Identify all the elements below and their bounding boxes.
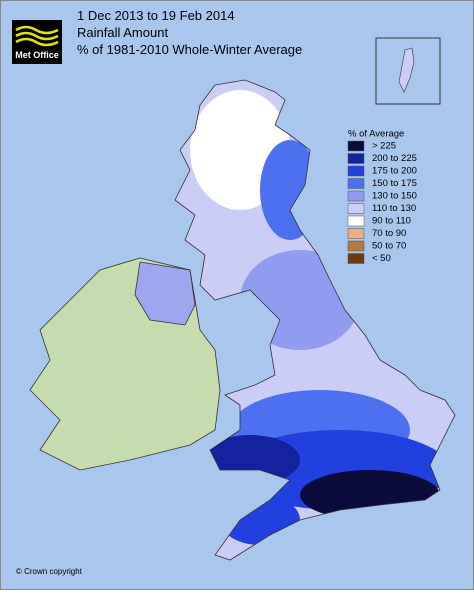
copyright: © Crown copyright bbox=[16, 567, 83, 576]
legend-swatch bbox=[347, 153, 365, 164]
legend-label: 110 to 130 bbox=[372, 203, 416, 214]
inset-box bbox=[375, 37, 441, 105]
legend-title: % of Average bbox=[348, 129, 404, 140]
legend-swatch bbox=[347, 228, 365, 239]
legend-swatch bbox=[347, 165, 365, 177]
legend-label: 90 to 110 bbox=[372, 216, 411, 227]
legend-label: 50 to 70 bbox=[372, 241, 406, 252]
legend-swatch bbox=[347, 240, 365, 252]
legend-label: 150 to 175 bbox=[372, 178, 417, 189]
shetland bbox=[398, 47, 415, 93]
legend-swatch bbox=[347, 140, 365, 152]
logo-text: Met Office bbox=[15, 50, 59, 60]
legend-swatch bbox=[347, 215, 365, 227]
legend-label: > 225 bbox=[372, 141, 396, 152]
northern-ireland bbox=[134, 261, 196, 326]
legend-label: < 50 bbox=[372, 253, 391, 264]
legend-label: 200 to 225 bbox=[372, 153, 417, 164]
legend-label: 70 to 90 bbox=[372, 228, 406, 239]
title-line: Rainfall Amount bbox=[77, 25, 168, 40]
legend-swatch bbox=[347, 253, 365, 264]
title-line: % of 1981-2010 Whole-Winter Average bbox=[77, 42, 302, 57]
legend-swatch bbox=[347, 203, 365, 214]
legend-label: 175 to 200 bbox=[372, 166, 417, 177]
title-line: 1 Dec 2013 to 19 Feb 2014 bbox=[77, 8, 235, 23]
legend-label: 130 to 150 bbox=[372, 191, 417, 202]
legend-swatch bbox=[347, 178, 365, 189]
legend-swatch bbox=[347, 190, 365, 202]
logo-waves bbox=[15, 25, 59, 47]
